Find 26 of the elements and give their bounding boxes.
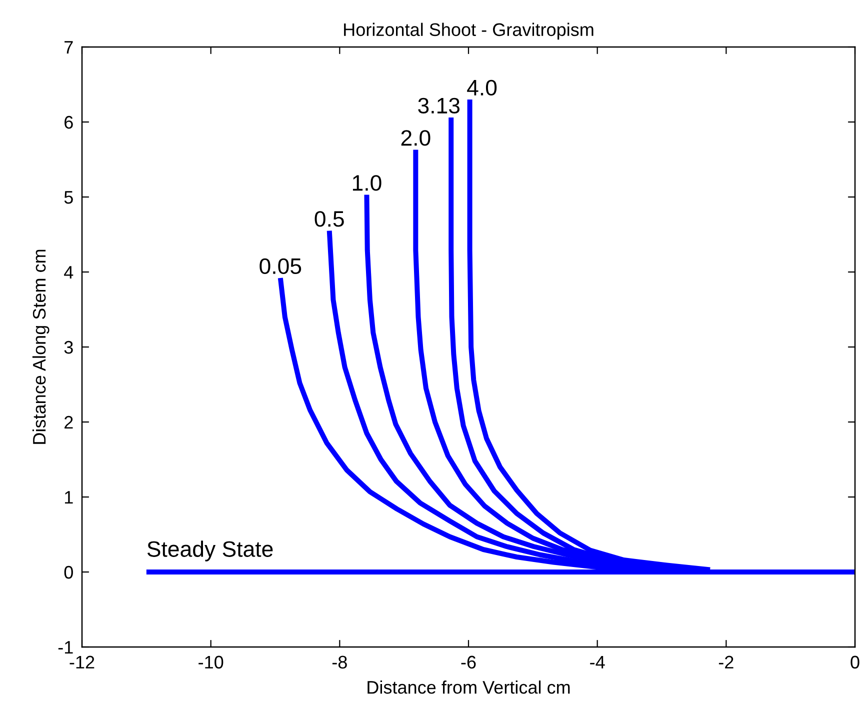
series-label: Steady State	[147, 540, 273, 562]
x-tick-label: -2	[718, 656, 734, 668]
series-label: 2.0	[401, 130, 430, 146]
series-label: 0.05	[260, 258, 302, 274]
x-tick-label: -10	[198, 656, 224, 669]
y-tick-label: 0	[64, 566, 73, 579]
y-tick-label: -1	[58, 641, 73, 654]
y-tick-label: 6	[64, 116, 73, 129]
series-label: 4.0	[467, 80, 497, 96]
x-tick-label: -8	[332, 656, 347, 669]
x-tick-label: -12	[70, 656, 94, 668]
y-tick-label: 3	[64, 340, 73, 354]
series-label: 0.5	[314, 211, 344, 227]
x-axis-title: Distance from Vertical cm	[368, 680, 570, 694]
series-label: 3.13	[418, 98, 460, 114]
y-axis-title: Distance Along Stem cm	[32, 250, 50, 444]
y-tick-label: 7	[64, 41, 73, 54]
y-tick-label: 2	[64, 416, 73, 429]
y-tick-label: 5	[64, 191, 73, 204]
y-tick-label: 4	[64, 266, 74, 279]
x-tick-label: -6	[461, 656, 476, 669]
series-label: 1.0	[352, 175, 382, 191]
x-tick-label: 0	[850, 656, 860, 669]
chart-title: Horizontal Shoot - Gravitropism	[344, 22, 594, 40]
y-tick-label: 1	[65, 491, 73, 504]
x-tick-label: -4	[590, 656, 605, 668]
